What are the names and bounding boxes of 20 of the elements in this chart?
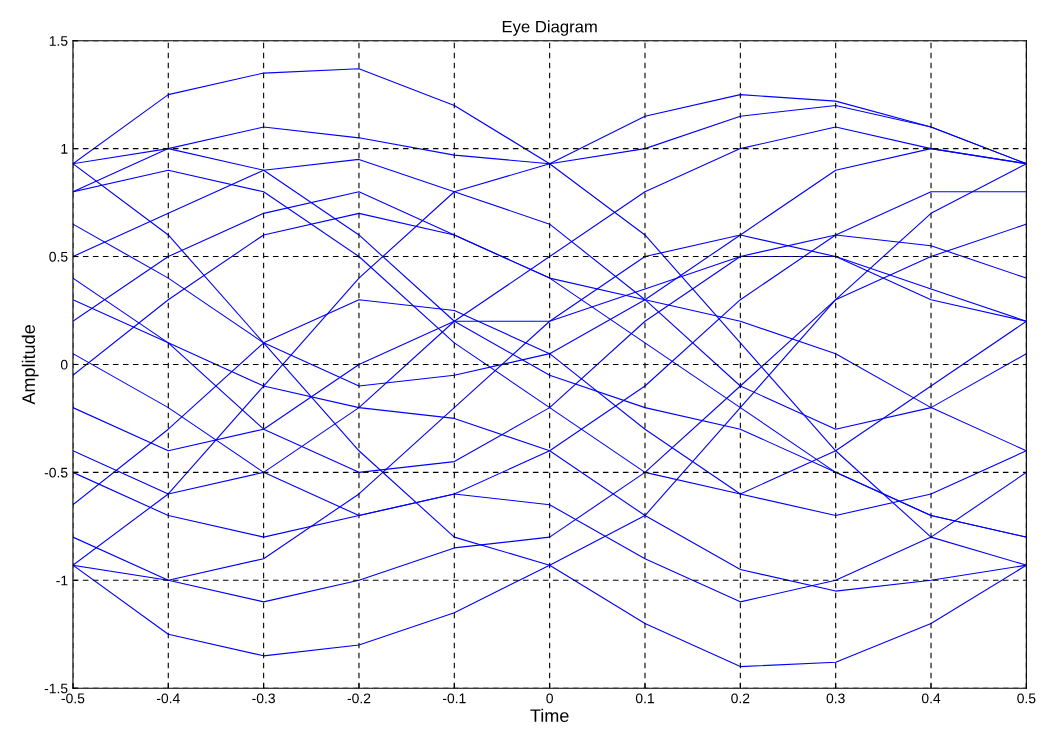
y-tick-label: -0.5 <box>44 467 68 478</box>
y-tick-label: 0.5 <box>49 251 68 262</box>
y-tick-label: 0 <box>60 359 68 370</box>
y-tick-label: -1.5 <box>44 683 68 694</box>
y-tick-label: 1 <box>61 144 68 154</box>
x-tick-label: 0 <box>546 693 553 704</box>
x-tick-label: 0.2 <box>731 693 750 704</box>
x-tick-label: -0.3 <box>252 693 275 704</box>
x-tick-label: 0.3 <box>826 693 845 704</box>
y-tick-label: -1 <box>56 575 68 586</box>
x-tick-label: -0.4 <box>156 693 180 704</box>
x-tick-label: -0.2 <box>347 693 371 704</box>
x-tick-label: -0.1 <box>442 693 466 704</box>
x-tick-label: 0.1 <box>635 693 654 704</box>
chart-title: Eye Diagram <box>502 20 597 36</box>
y-axis-title: Amplitude <box>21 325 39 405</box>
x-tick-label: 0.4 <box>921 693 941 704</box>
x-tick-label: 0.5 <box>1017 693 1036 704</box>
x-axis-title: Time <box>530 708 569 723</box>
y-tick-label: 1.5 <box>49 36 68 46</box>
